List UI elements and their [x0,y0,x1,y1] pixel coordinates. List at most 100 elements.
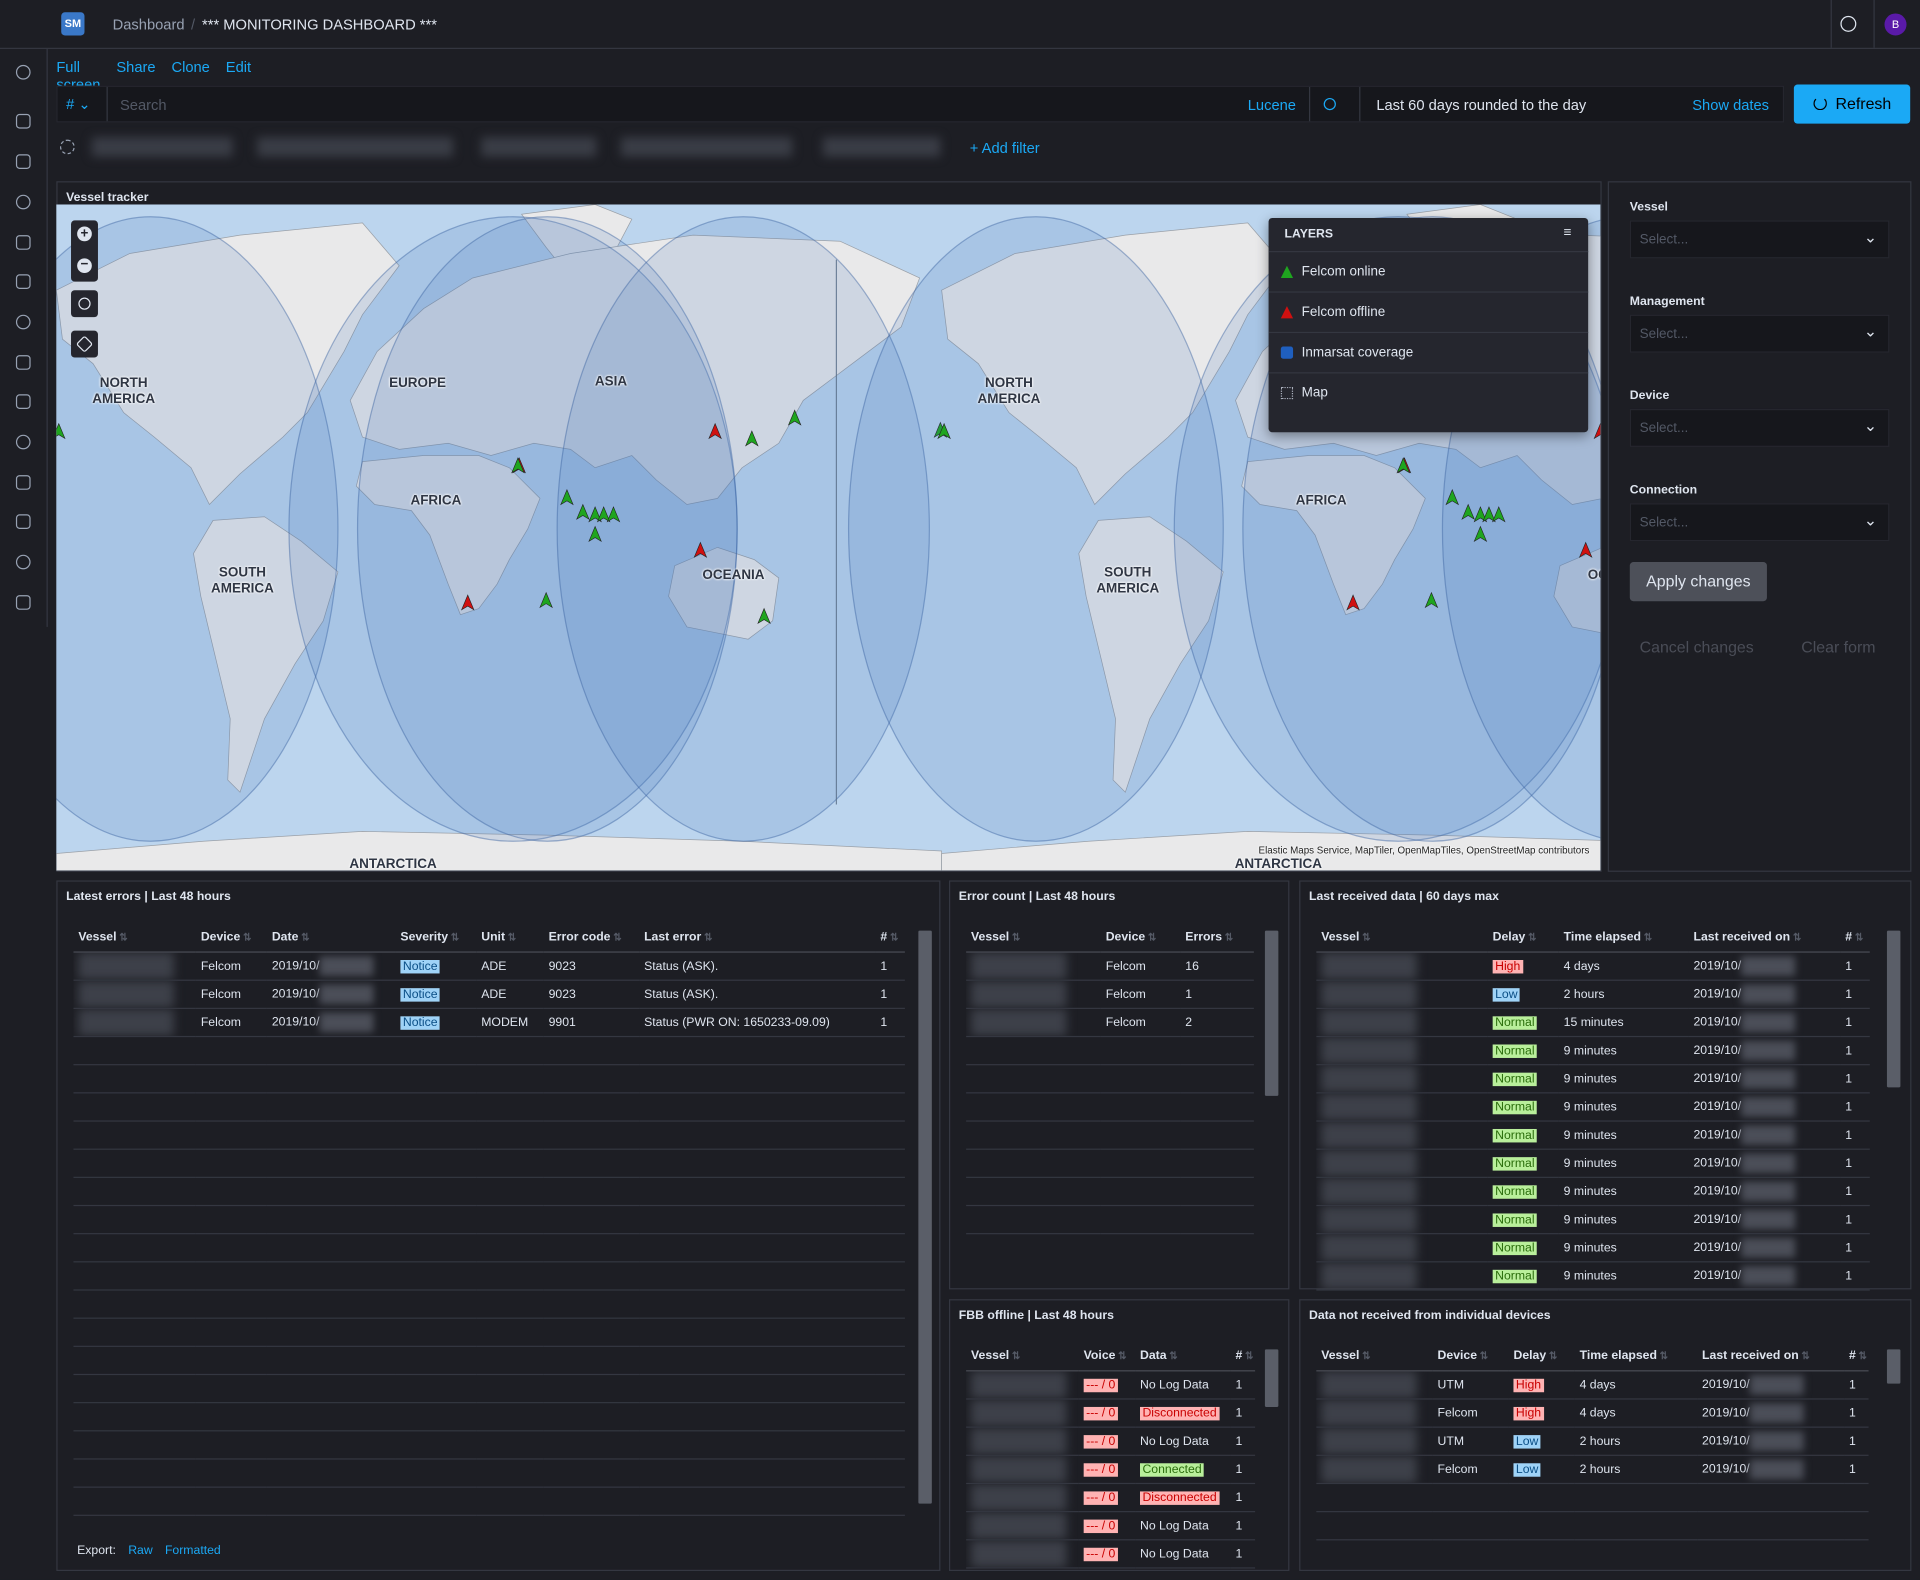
nav-icon[interactable] [15,154,31,169]
nav-icon[interactable] [15,355,31,370]
column-header[interactable]: Severity [395,922,477,953]
scrollbar[interactable] [1264,1349,1279,1407]
scrollbar[interactable] [918,930,932,1504]
select[interactable]: Select... ⌄ [1629,314,1890,353]
scrollbar[interactable] [1886,930,1901,1088]
export-formatted[interactable]: Formatted [164,1544,221,1558]
column-header[interactable]: Unit [476,922,544,953]
query-type-toggle[interactable]: # ⌄ [58,86,108,122]
select[interactable]: Select... ⌄ [1629,503,1890,542]
column-header[interactable]: # [1844,1340,1869,1372]
column-header[interactable]: Device [195,922,267,953]
nav-icon[interactable] [15,554,31,570]
add-filter[interactable]: + Add filter [969,139,1040,157]
column-header[interactable]: Vessel [1316,922,1488,953]
nav-icon[interactable] [15,595,31,610]
column-header[interactable]: Device [1432,1340,1509,1372]
column-header[interactable]: Date [266,922,396,953]
nav-icon[interactable] [15,113,31,129]
empty-cell [543,1121,640,1150]
menu-link[interactable]: Clone [171,58,210,76]
column-header[interactable]: Delay [1487,922,1559,953]
nav-icon[interactable] [15,235,31,250]
nav-icon[interactable] [15,274,31,289]
help-icon[interactable] [1840,15,1857,32]
layer-row[interactable]: Felcom offline [1268,291,1589,331]
column-header[interactable]: Time elapsed [1574,1340,1698,1372]
nav-icon[interactable] [15,514,31,529]
select[interactable]: Select... ⌄ [1629,408,1890,447]
filter-pill[interactable] [257,137,454,157]
column-header[interactable]: Data [1135,1340,1231,1372]
menu-link[interactable]: Edit [225,58,252,76]
export-raw[interactable]: Raw [128,1544,153,1558]
column-header[interactable]: Delay [1508,1340,1575,1372]
redacted [971,952,1067,979]
zoom-in[interactable]: + [77,226,92,242]
column-header[interactable]: Voice [1078,1340,1136,1372]
column-header[interactable]: # [875,922,905,953]
land [56,831,943,871]
collapse-layers[interactable]: ≡ [1563,225,1572,241]
nav-icon[interactable] [15,475,31,490]
draw-tools[interactable] [71,330,98,358]
cancel-button[interactable]: Cancel changes [1639,637,1754,657]
column-header[interactable]: Last received on [1688,922,1841,953]
column-header[interactable]: Last error [639,922,876,953]
filter-pill[interactable] [481,137,597,157]
show-dates[interactable]: Show dates [1692,96,1770,114]
column-header[interactable]: Vessel [966,922,1101,953]
apply-button[interactable]: Apply changes [1629,562,1767,602]
menu-link[interactable]: Share [116,58,156,76]
table-row: Felcom 2019/10/Notice MODEM 9901 Status (PWR… [73,1008,905,1038]
map[interactable]: + − NORTH AMERICA EUROPE ASIA AFRICA SOUTH A… [56,204,1601,871]
select[interactable]: Select... ⌄ [1629,220,1890,259]
time-range[interactable]: Last 60 days rounded to the day [1376,96,1587,114]
clear-button[interactable]: Clear form [1801,637,1876,657]
column-header[interactable]: Time elapsed [1558,922,1689,953]
column-header[interactable]: Vessel [966,1340,1079,1372]
table-row: Felcom 2 [966,1008,1254,1038]
zoom-out[interactable]: − [77,258,92,274]
column-header[interactable]: Vessel [1316,1340,1433,1372]
column-header[interactable]: Vessel [73,922,196,953]
column-header[interactable]: # [1230,1340,1256,1372]
map-label: EUROPE [389,375,447,391]
scrollbar[interactable] [1886,1349,1901,1384]
calendar-icon[interactable] [1323,97,1336,111]
user-avatar[interactable]: B [1884,13,1907,36]
vessel-marker [1593,422,1601,440]
breadcrumb[interactable]: Dashboard [112,15,185,34]
column-header[interactable]: Last received on [1697,1340,1845,1372]
table-row: --- / 0 No Log Data 1 [966,1370,1256,1400]
layer-row[interactable]: Felcom online [1268,251,1589,291]
fit-button[interactable] [71,290,98,318]
table-cell: 1 [1844,1455,1869,1485]
column-header[interactable]: Error code [543,922,640,953]
filter-pill[interactable] [620,137,793,157]
empty-cell [639,1177,876,1207]
nav-icon[interactable] [15,394,31,409]
nav-icon[interactable] [15,434,31,450]
layer-row[interactable]: Map [1268,372,1589,412]
language-switch[interactable]: Lucene [1247,96,1296,114]
layer-row[interactable]: Inmarsat coverage [1268,331,1589,372]
cell-text: 2019/10/ [271,959,320,974]
search-input[interactable]: Search [120,96,167,114]
column-header[interactable]: # [1840,922,1870,953]
filter-settings[interactable] [60,139,75,155]
refresh-button[interactable]: Refresh [1793,84,1911,124]
logo[interactable]: SM [61,12,85,36]
redacted [1749,1403,1804,1423]
empty-row [73,1036,905,1066]
scrollbar[interactable] [1264,930,1279,1096]
filter-pill[interactable] [822,137,941,157]
column-header[interactable]: Errors [1180,922,1254,953]
filter-pill[interactable] [91,137,233,157]
nav-icon[interactable] [15,64,31,80]
cell-text: 1 [1845,1100,1853,1114]
redacted [1321,1371,1417,1398]
nav-icon[interactable] [15,314,31,330]
nav-icon[interactable] [15,194,31,210]
column-header[interactable]: Device [1100,922,1181,953]
